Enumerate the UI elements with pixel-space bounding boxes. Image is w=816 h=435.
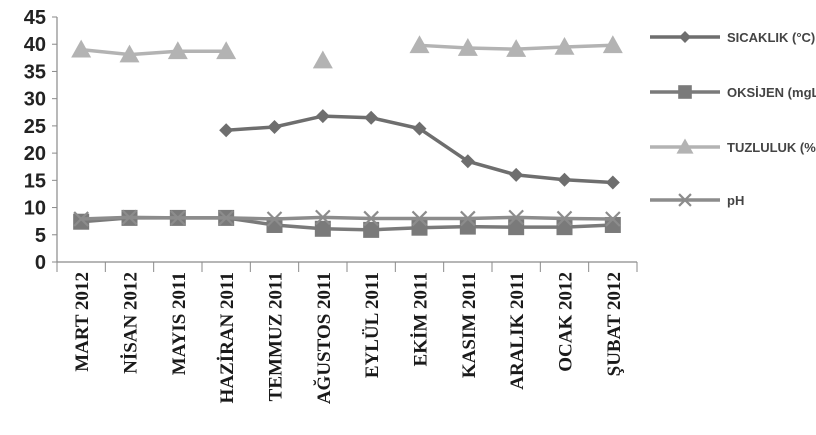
legend-marker (679, 31, 691, 43)
data-point (508, 209, 524, 226)
data-point (314, 220, 331, 237)
data-point (409, 35, 430, 54)
data-point (411, 219, 428, 236)
y-tick-label: 25 (24, 116, 46, 138)
y-tick-label: 10 (24, 198, 46, 220)
data-point (121, 209, 138, 226)
data-point (605, 175, 620, 190)
data-point (506, 39, 527, 57)
y-tick-label: 15 (24, 170, 46, 192)
data-point (363, 210, 379, 227)
x-tick-label: HAZİRAN 2011 (217, 272, 238, 403)
x-tick-label: EYLÜL 2011 (362, 272, 383, 378)
x-tick-label: TEMMUZ 2011 (266, 272, 287, 401)
series-line (81, 215, 613, 221)
legend-label: pH (727, 193, 744, 208)
data-point (605, 211, 621, 227)
x-tick-label: MAYIS 2011 (169, 272, 190, 375)
data-point (170, 210, 186, 226)
x-tick-label: NİSAN 2012 (121, 272, 142, 374)
y-tick-label: 45 (24, 7, 46, 29)
x-tick-label: KASIM 2011 (459, 272, 480, 378)
data-point (266, 211, 283, 227)
data-point (604, 216, 621, 233)
x-tick-label: MART 2012 (72, 272, 93, 372)
legend: SICAKLIK (°C) OKSİJEN (mgL) TUZLULUK (%0) p… (650, 30, 816, 208)
x-tick-label: ŞUBAT 2012 (604, 272, 625, 376)
legend-marker (678, 85, 692, 99)
legend-item: TUZLULUK (%0) (650, 138, 816, 155)
legend-label: OKSİJEN (mgL) (727, 85, 816, 100)
data-point (509, 167, 524, 182)
data-point (73, 213, 90, 230)
data-point (411, 210, 428, 227)
x-tick-label: ARALIK 2011 (507, 272, 528, 390)
data-point (218, 210, 234, 226)
data-point (459, 218, 476, 235)
data-point (167, 41, 188, 60)
legend-label: SICAKLIK (°C) (727, 30, 815, 45)
legend-item: SICAKLIK (°C) (650, 30, 815, 45)
series-layer (71, 35, 623, 238)
x-tick-label: EKİM 2011 (411, 272, 432, 366)
data-point (315, 109, 330, 124)
data-point (315, 209, 331, 226)
y-tick-label: 20 (24, 143, 46, 165)
data-point (557, 172, 572, 187)
data-point (73, 211, 89, 227)
data-point (363, 221, 380, 238)
data-point (457, 38, 478, 56)
y-tick-label: 30 (24, 89, 46, 111)
data-point (556, 210, 573, 227)
data-point (312, 50, 333, 69)
y-tick-label: 40 (24, 34, 46, 56)
x-tick-label: OCAK 2012 (556, 272, 577, 372)
series-line (80, 47, 227, 57)
data-point (119, 44, 140, 63)
legend-item: OKSİJEN (mgL) (650, 85, 816, 100)
data-point (556, 219, 573, 236)
legend-label: TUZLULUK (%0) (727, 140, 816, 155)
legend-marker (676, 138, 694, 154)
data-point (364, 110, 379, 125)
data-point (216, 41, 237, 60)
y-tick-label: 0 (35, 252, 46, 274)
series-0 (219, 109, 620, 190)
data-point (554, 36, 575, 55)
data-point (508, 219, 525, 236)
series-2 (71, 35, 623, 69)
data-point (460, 154, 475, 169)
data-point (602, 35, 623, 54)
data-point (71, 39, 92, 58)
series-line (81, 216, 613, 232)
legend-marker (678, 193, 692, 207)
data-point (267, 119, 282, 134)
x-tick-label: AĞUSTOS 2011 (313, 272, 335, 404)
y-tick-label: 35 (24, 61, 46, 83)
series-1 (73, 209, 621, 238)
data-point (412, 121, 427, 136)
series-3 (73, 209, 621, 227)
axes: 0 5 10 15 20 25 30 35 40 45 MART 2012 NİSAN 2012 MAY… (24, 7, 638, 404)
legend-item: pH (650, 193, 744, 208)
data-point (460, 210, 476, 227)
data-point (219, 123, 234, 138)
data-point (266, 216, 283, 233)
y-tick-label: 5 (35, 225, 46, 247)
